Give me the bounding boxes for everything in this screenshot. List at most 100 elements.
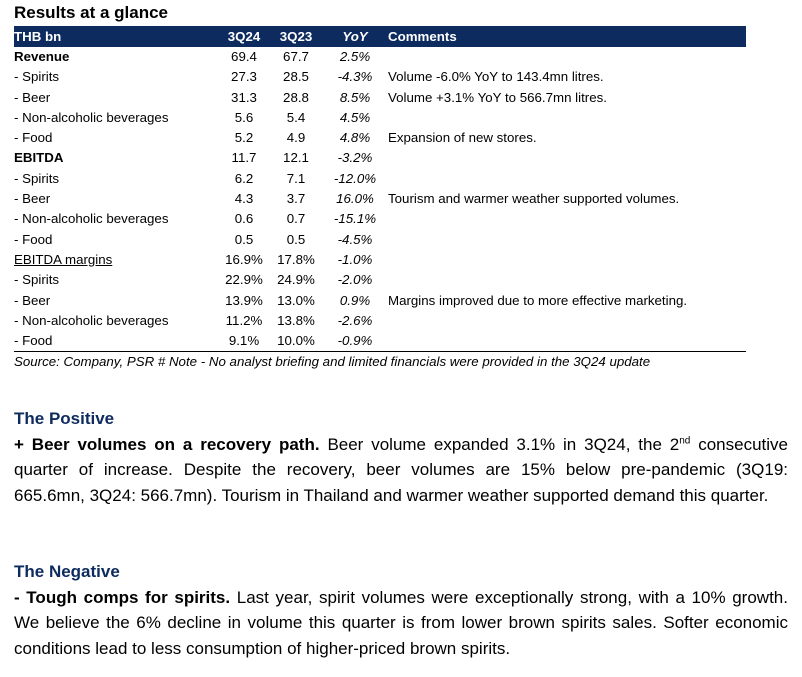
- cell-yoy: 16.0%: [336, 191, 374, 207]
- row-label: - Food: [14, 130, 53, 146]
- table-row: - Beer 4.3 3.7 16.0% Tourism and warmer weat…: [14, 189, 746, 209]
- cell-3q23: 5.4: [286, 109, 306, 125]
- positive-text-2: consecutive quarter of increase. Despite…: [14, 435, 788, 505]
- cell-3q23: 13.0%: [277, 292, 315, 308]
- cell-yoy: -12.0%: [333, 170, 377, 186]
- cell-comment: [388, 331, 746, 353]
- cell-3q24: 0.6: [234, 211, 254, 227]
- cell-comment: Volume +3.1% YoY to 566.7mn litres.: [388, 89, 607, 105]
- positive-lead: + Beer volumes on a recovery path.: [14, 435, 320, 454]
- row-label: Revenue: [14, 49, 70, 64]
- header-3q24: 3Q24: [218, 26, 270, 47]
- negative-text: Last year, spirit volumes were exception…: [14, 588, 788, 658]
- cell-3q23: 12.1: [283, 150, 309, 166]
- cell-yoy: -2.6%: [337, 312, 373, 328]
- cell-yoy: -15.1%: [333, 211, 377, 227]
- table-row: - Food 9.1% 10.0% -0.9%: [14, 331, 746, 353]
- cell-3q23: 0.5: [286, 231, 306, 247]
- cell-3q23: 10.0%: [270, 331, 322, 353]
- negative-heading: The Negative: [14, 562, 120, 581]
- cell-3q23: 28.8: [283, 89, 309, 105]
- cell-comment: [388, 169, 746, 189]
- row-label: - Beer: [14, 292, 51, 308]
- cell-comment: Margins improved due to more effective m…: [388, 292, 688, 308]
- cell-3q24: 4.3: [234, 191, 254, 207]
- cell-3q24: 11.7: [231, 150, 257, 166]
- cell-3q23: 13.8%: [277, 312, 315, 328]
- cell-comment: [388, 250, 746, 270]
- header-comments: Comments: [388, 26, 746, 47]
- cell-yoy: -4.3%: [337, 69, 373, 85]
- cell-yoy: 0.9%: [339, 292, 371, 308]
- table-row: - Food 5.2 4.9 4.8% Expansion of new stores.: [14, 128, 746, 148]
- cell-3q23: 4.9: [286, 130, 306, 146]
- table-row: - Non-alcoholic beverages 0.6 0.7 -15.1%: [14, 209, 746, 229]
- cell-comment: [388, 108, 746, 128]
- cell-3q23: 67.7: [283, 49, 309, 64]
- cell-3q24: 31.3: [231, 89, 257, 105]
- table-row: - Non-alcoholic beverages 11.2% 13.8% -2.6%: [14, 311, 746, 331]
- row-label: EBITDA: [14, 150, 64, 166]
- positive-heading: The Positive: [14, 409, 115, 428]
- table-row: EBITDA 11.7 12.1 -3.2%: [14, 148, 746, 168]
- table-row: - Spirits 6.2 7.1 -12.0%: [14, 169, 746, 189]
- cell-3q24: 16.9%: [225, 251, 263, 267]
- row-label: EBITDA margins: [14, 251, 113, 267]
- cell-3q24: 5.6: [234, 109, 254, 125]
- cell-3q23: 7.1: [286, 170, 306, 186]
- cell-3q23: 28.5: [283, 69, 309, 85]
- cell-yoy: 2.5%: [339, 49, 371, 64]
- cell-3q23: 17.8%: [277, 251, 315, 267]
- cell-yoy: 8.5%: [339, 89, 371, 105]
- table-row: - Food 0.5 0.5 -4.5%: [14, 230, 746, 250]
- cell-3q24: 9.1%: [218, 331, 270, 353]
- cell-yoy: -1.0%: [337, 251, 373, 267]
- section-title: Results at a glance: [14, 3, 169, 22]
- cell-3q24: 6.2: [234, 170, 254, 186]
- table-row: - Spirits 27.3 28.5 -4.3% Volume -6.0% YoY t…: [14, 67, 746, 87]
- cell-3q23: 0.7: [286, 211, 306, 227]
- positive-sup: nd: [679, 435, 691, 447]
- cell-3q23: 3.7: [286, 191, 306, 207]
- cell-3q24: 69.4: [231, 49, 257, 64]
- cell-yoy: -3.2%: [337, 150, 373, 166]
- table-row: - Beer 13.9% 13.0% 0.9% Margins improved due…: [14, 291, 746, 311]
- header-label: THB bn: [14, 26, 218, 47]
- negative-paragraph: - Tough comps for spirits. Last year, sp…: [14, 585, 788, 661]
- table-row: - Non-alcoholic beverages 5.6 5.4 4.5%: [14, 108, 746, 128]
- table-row: - Spirits 22.9% 24.9% -2.0%: [14, 270, 746, 290]
- cell-comment: [388, 270, 746, 290]
- cell-comment: [388, 209, 746, 229]
- row-label: - Spirits: [14, 69, 60, 85]
- row-label: - Non-alcoholic beverages: [14, 211, 169, 227]
- cell-3q24: 5.2: [234, 130, 254, 146]
- row-label: - Non-alcoholic beverages: [14, 312, 169, 328]
- cell-yoy: -2.0%: [337, 272, 373, 288]
- positive-paragraph: + Beer volumes on a recovery path. Beer …: [14, 432, 788, 508]
- positive-text-1: Beer volume expanded 3.1% in 3Q24, the 2: [319, 435, 680, 454]
- cell-comment: Expansion of new stores.: [388, 130, 537, 146]
- row-label: - Beer: [14, 89, 51, 105]
- cell-3q23: 24.9%: [277, 272, 315, 288]
- row-label: - Spirits: [14, 272, 60, 288]
- cell-3q24: 27.3: [231, 69, 257, 85]
- cell-comment: [388, 311, 746, 331]
- row-label: - Food: [14, 231, 53, 247]
- cell-3q24: 0.5: [234, 231, 254, 247]
- cell-3q24: 22.9%: [225, 272, 263, 288]
- cell-comment: Volume -6.0% YoY to 143.4mn litres.: [388, 69, 604, 85]
- cell-yoy: 4.8%: [339, 130, 371, 146]
- cell-comment: [388, 148, 746, 168]
- header-yoy: YoY: [322, 26, 388, 47]
- cell-yoy: -4.5%: [337, 231, 373, 247]
- results-table: THB bn 3Q24 3Q23 YoY Comments Revenue 69.…: [14, 26, 746, 353]
- table-body: Revenue 69.4 67.7 2.5% - Spirits 27.3 28.5 -4.…: [14, 47, 746, 353]
- row-label: - Food: [14, 331, 218, 353]
- row-label: - Non-alcoholic beverages: [14, 109, 169, 125]
- cell-3q24: 13.9%: [225, 292, 263, 308]
- table-row: Revenue 69.4 67.7 2.5%: [14, 47, 746, 67]
- cell-yoy: -0.9%: [322, 331, 388, 353]
- cell-comment: Tourism and warmer weather supported vol…: [388, 191, 680, 207]
- row-label: - Spirits: [14, 170, 60, 186]
